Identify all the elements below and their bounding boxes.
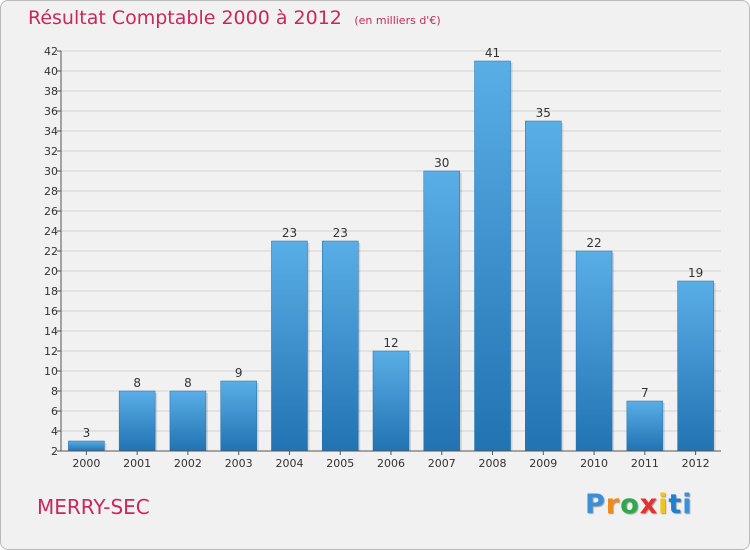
bar: [68, 440, 105, 452]
town-name: MERRY-SEC: [37, 495, 150, 519]
x-tick-label: 2002: [174, 457, 202, 470]
x-tick-label: 2009: [529, 457, 557, 470]
bar-value-label: 12: [383, 336, 398, 350]
y-tick-label: 30: [44, 165, 58, 178]
proxiti-logo[interactable]: Proxiti: [585, 489, 693, 520]
y-tick-label: 42: [44, 45, 58, 58]
x-tick-label: 2001: [123, 457, 151, 470]
bar: [474, 60, 511, 452]
y-tick-label: 18: [44, 285, 58, 298]
y-tick-label: 12: [44, 345, 58, 358]
title-row: Résultat Comptable 2000 à 2012 (en milli…: [28, 7, 441, 29]
bar: [575, 250, 613, 452]
y-tick-label: 32: [44, 145, 58, 158]
bar: [677, 280, 714, 452]
y-tick-label: 14: [44, 325, 58, 338]
bar-value-label: 7: [641, 386, 649, 400]
bar-value-label: 19: [688, 266, 703, 280]
axes: 2468101214161820222426283032343638404220…: [44, 45, 721, 470]
bar: [372, 350, 410, 452]
y-tick-label: 24: [44, 225, 58, 238]
x-tick-label: 2011: [631, 457, 659, 470]
y-tick-label: 22: [44, 245, 58, 258]
y-tick-label: 40: [44, 65, 58, 78]
bar: [626, 400, 664, 452]
bar: [271, 240, 308, 452]
x-tick-label: 2003: [225, 457, 253, 470]
x-tick-label: 2007: [428, 457, 456, 470]
x-tick-label: 2010: [580, 457, 608, 470]
y-tick-label: 26: [44, 205, 58, 218]
y-tick-label: 16: [44, 305, 58, 318]
x-tick-label: 2012: [682, 457, 710, 470]
bar: [118, 390, 156, 452]
y-tick-label: 36: [44, 105, 58, 118]
bar-value-label: 3: [83, 426, 91, 440]
x-tick-label: 2000: [72, 457, 100, 470]
bar: [220, 380, 257, 452]
bar-value-label: 22: [586, 236, 601, 250]
bar-value-label: 30: [434, 156, 449, 170]
y-tick-label: 28: [44, 185, 58, 198]
bar-value-label: 35: [536, 106, 551, 120]
bar: [423, 170, 461, 452]
bar: [525, 120, 562, 452]
chart-title: Résultat Comptable 2000 à 2012: [28, 7, 342, 29]
bars: 3 8 8 9 23 23 12 30 41 35 22 7 19: [68, 46, 716, 452]
chart-subtitle: (en milliers d'€): [354, 14, 441, 27]
y-tick-label: 2: [51, 445, 58, 458]
y-tick-label: 6: [51, 405, 58, 418]
y-tick-label: 20: [44, 265, 58, 278]
y-tick-label: 34: [44, 125, 58, 138]
bar-value-label: 8: [184, 376, 192, 390]
bar-value-label: 23: [282, 226, 297, 240]
x-tick-label: 2004: [275, 457, 303, 470]
bar-value-label: 8: [133, 376, 141, 390]
x-tick-label: 2006: [377, 457, 405, 470]
y-tick-label: 8: [51, 385, 58, 398]
bar-value-label: 41: [485, 46, 500, 60]
bar-value-label: 23: [333, 226, 348, 240]
y-tick-label: 38: [44, 85, 58, 98]
y-tick-label: 4: [51, 425, 58, 438]
bar: [169, 390, 207, 452]
y-tick-label: 10: [44, 365, 58, 378]
x-tick-label: 2005: [326, 457, 354, 470]
bar: [321, 240, 359, 452]
bar-value-label: 9: [235, 366, 243, 380]
x-tick-label: 2008: [479, 457, 507, 470]
